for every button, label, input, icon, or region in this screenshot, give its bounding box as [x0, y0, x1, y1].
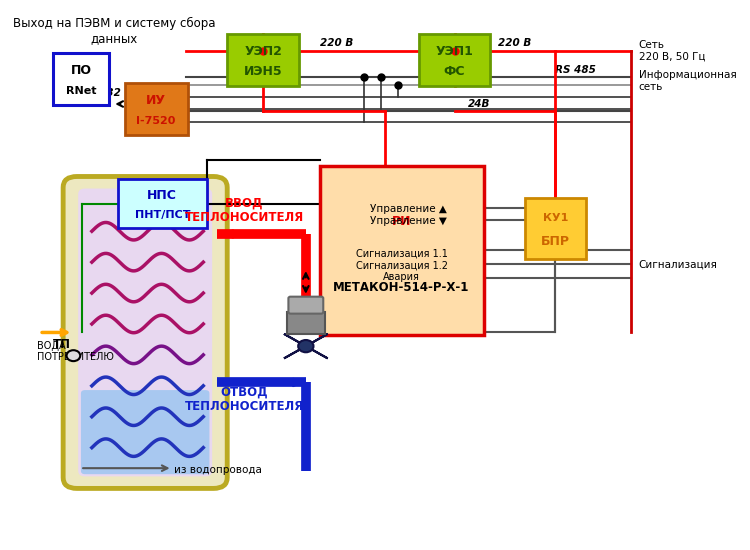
FancyBboxPatch shape — [287, 312, 325, 334]
Text: УЭП2: УЭП2 — [244, 45, 282, 58]
FancyBboxPatch shape — [419, 34, 491, 86]
FancyBboxPatch shape — [524, 199, 586, 258]
Circle shape — [298, 340, 314, 352]
Text: ВВОД
ТЕПЛОНОСИТЕЛЯ: ВВОД ТЕПЛОНОСИТЕЛЯ — [184, 196, 304, 224]
Text: RNet: RNet — [66, 86, 96, 96]
FancyBboxPatch shape — [227, 34, 299, 86]
Text: Авария: Авария — [383, 272, 420, 282]
Text: РИ: РИ — [392, 215, 411, 228]
Text: I-7520: I-7520 — [136, 116, 176, 126]
FancyBboxPatch shape — [63, 177, 227, 488]
Text: ПНТ/ПСТ: ПНТ/ПСТ — [134, 210, 190, 219]
Text: Выход на ПЭВМ и систему сбора
данных: Выход на ПЭВМ и систему сбора данных — [13, 16, 216, 45]
Text: Сигнализация: Сигнализация — [639, 259, 718, 269]
Text: ИУ: ИУ — [146, 94, 166, 107]
FancyBboxPatch shape — [81, 390, 209, 474]
Text: ПО: ПО — [70, 64, 92, 77]
Text: ТП: ТП — [53, 338, 71, 350]
Polygon shape — [284, 334, 328, 359]
Text: Сеть
220 В, 50 Гц: Сеть 220 В, 50 Гц — [639, 40, 705, 62]
Text: 220 В: 220 В — [320, 38, 353, 48]
Text: УЭП1: УЭП1 — [436, 45, 473, 58]
Text: 24В: 24В — [468, 98, 490, 109]
Text: ОТВОД
ТЕПЛОНОСИТЕЛЯ: ОТВОД ТЕПЛОНОСИТЕЛЯ — [184, 385, 304, 413]
Text: из водопровода: из водопровода — [174, 465, 262, 475]
Text: Управление ▲: Управление ▲ — [370, 205, 447, 214]
FancyBboxPatch shape — [53, 53, 109, 106]
FancyBboxPatch shape — [118, 179, 207, 228]
Text: ВОДА
ПОТРЕБИТЕЛЮ: ВОДА ПОТРЕБИТЕЛЮ — [38, 340, 114, 362]
Text: Управление ▼: Управление ▼ — [370, 216, 447, 227]
Text: МЕТАКОН-514-Р-Х-1: МЕТАКОН-514-Р-Х-1 — [333, 281, 470, 294]
Text: Сигнализация 1.2: Сигнализация 1.2 — [356, 260, 448, 270]
FancyBboxPatch shape — [320, 166, 484, 335]
Text: 220 В: 220 В — [498, 38, 531, 48]
Circle shape — [67, 350, 80, 361]
FancyBboxPatch shape — [289, 296, 323, 314]
Text: RS 485: RS 485 — [555, 65, 596, 75]
Text: Сигнализация 1.1: Сигнализация 1.1 — [356, 248, 448, 258]
Text: ФС: ФС — [444, 65, 465, 78]
Text: БПР: БПР — [541, 235, 570, 248]
FancyBboxPatch shape — [124, 84, 188, 135]
Text: НПС: НПС — [147, 189, 177, 202]
FancyBboxPatch shape — [78, 189, 212, 476]
Text: Информационная
сеть: Информационная сеть — [639, 70, 736, 91]
Text: ИЭН5: ИЭН5 — [244, 65, 283, 78]
Text: КУ1: КУ1 — [543, 213, 568, 223]
Polygon shape — [284, 334, 328, 359]
Text: RS 232: RS 232 — [80, 88, 122, 98]
